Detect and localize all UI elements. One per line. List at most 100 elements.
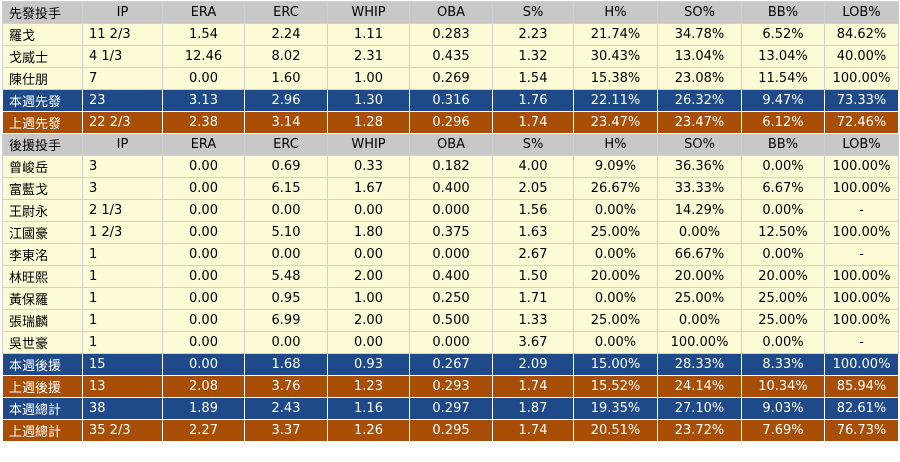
pitching-stats-table: 先發投手 IP ERA ERC WHIP OBA S% H% SO% BB% LOB% 羅戈 11 2/…	[2, 1, 899, 442]
cell-pitcher: 本週後援	[2, 353, 83, 376]
cell-bb-pct: 9.03%	[741, 397, 825, 420]
cell-h-pct: 15.38%	[573, 67, 658, 90]
cell-whip: 0.00	[327, 331, 410, 354]
cell-lob-pct: 100.00%	[824, 265, 899, 288]
this-week-summary-row: 本週先發 23 3.13 2.96 1.30 0.316 1.76 22.11% 26.32% 9…	[2, 89, 899, 112]
cell-bb-pct: 6.52%	[741, 23, 825, 46]
cell-oba: 0.296	[409, 111, 493, 134]
cell-s-pct: 1.74	[492, 419, 574, 442]
cell-era: 12.46	[162, 45, 245, 68]
cell-ip: 13	[82, 375, 163, 398]
column-header-erc: ERC	[244, 1, 328, 24]
cell-erc: 6.15	[244, 177, 328, 200]
cell-pitcher: 吳世豪	[2, 331, 83, 354]
column-header-bb-pct: BB%	[741, 133, 825, 156]
cell-s-pct: 1.63	[492, 221, 574, 244]
cell-so-pct: 28.33%	[657, 353, 742, 376]
last-week-summary-row: 上週後援 13 2.08 3.76 1.23 0.293 1.74 15.52% 24.14% 1…	[2, 375, 899, 398]
cell-lob-pct: 100.00%	[824, 353, 899, 376]
cell-s-pct: 1.54	[492, 67, 574, 90]
cell-bb-pct: 6.12%	[741, 111, 825, 134]
cell-s-pct: 2.67	[492, 243, 574, 266]
cell-whip: 1.23	[327, 375, 410, 398]
cell-erc: 0.00	[244, 331, 328, 354]
cell-s-pct: 1.74	[492, 375, 574, 398]
cell-h-pct: 9.09%	[573, 155, 658, 178]
cell-s-pct: 1.71	[492, 287, 574, 310]
cell-oba: 0.500	[409, 309, 493, 332]
this-week-summary-row: 本週總計 38 1.89 2.43 1.16 0.297 1.87 19.35% 27.10% 9…	[2, 397, 899, 420]
cell-bb-pct: 8.33%	[741, 353, 825, 376]
cell-lob-pct: 85.94%	[824, 375, 899, 398]
cell-whip: 1.30	[327, 89, 410, 112]
cell-oba: 0.435	[409, 45, 493, 68]
cell-pitcher: 上週總計	[2, 419, 83, 442]
cell-h-pct: 21.74%	[573, 23, 658, 46]
cell-oba: 0.000	[409, 331, 493, 354]
cell-whip: 1.26	[327, 419, 410, 442]
cell-era: 0.00	[162, 353, 245, 376]
cell-h-pct: 0.00%	[573, 287, 658, 310]
cell-oba: 0.182	[409, 155, 493, 178]
cell-h-pct: 20.51%	[573, 419, 658, 442]
cell-erc: 0.95	[244, 287, 328, 310]
cell-era: 0.00	[162, 67, 245, 90]
cell-lob-pct: 100.00%	[824, 309, 899, 332]
cell-era: 2.38	[162, 111, 245, 134]
cell-pitcher: 江國豪	[2, 221, 83, 244]
cell-erc: 3.76	[244, 375, 328, 398]
cell-h-pct: 25.00%	[573, 221, 658, 244]
cell-so-pct: 66.67%	[657, 243, 742, 266]
column-header-s-pct: S%	[492, 1, 574, 24]
column-header-bb-pct: BB%	[741, 1, 825, 24]
cell-bb-pct: 0.00%	[741, 155, 825, 178]
cell-ip: 7	[82, 67, 163, 90]
cell-lob-pct: 72.46%	[824, 111, 899, 134]
cell-so-pct: 0.00%	[657, 309, 742, 332]
cell-lob-pct: 73.33%	[824, 89, 899, 112]
cell-era: 1.89	[162, 397, 245, 420]
column-header-so-pct: SO%	[657, 1, 742, 24]
cell-lob-pct: 100.00%	[824, 177, 899, 200]
cell-ip: 15	[82, 353, 163, 376]
cell-so-pct: 20.00%	[657, 265, 742, 288]
column-header-era: ERA	[162, 133, 245, 156]
cell-so-pct: 100.00%	[657, 331, 742, 354]
cell-oba: 0.000	[409, 199, 493, 222]
cell-whip: 0.00	[327, 199, 410, 222]
column-header-whip: WHIP	[327, 1, 410, 24]
table-row: 張瑞麟 1 0.00 6.99 2.00 0.500 1.33 25.00% 0.00% 25.0…	[2, 309, 899, 332]
cell-bb-pct: 0.00%	[741, 243, 825, 266]
cell-era: 0.00	[162, 155, 245, 178]
cell-erc: 1.68	[244, 353, 328, 376]
table-header-row: 後援投手 IP ERA ERC WHIP OBA S% H% SO% BB% LOB%	[2, 133, 899, 156]
cell-s-pct: 1.56	[492, 199, 574, 222]
cell-erc: 5.48	[244, 265, 328, 288]
table-row: 富藍戈 3 0.00 6.15 1.67 0.400 2.05 26.67% 33.33% 6.6…	[2, 177, 899, 200]
cell-pitcher: 上週後援	[2, 375, 83, 398]
cell-era: 2.08	[162, 375, 245, 398]
cell-lob-pct: 100.00%	[824, 287, 899, 310]
cell-oba: 0.269	[409, 67, 493, 90]
cell-ip: 35 2/3	[82, 419, 163, 442]
cell-bb-pct: 0.00%	[741, 331, 825, 354]
column-header-erc: ERC	[244, 133, 328, 156]
cell-ip: 3	[82, 155, 163, 178]
cell-erc: 1.60	[244, 67, 328, 90]
cell-pitcher: 張瑞麟	[2, 309, 83, 332]
cell-s-pct: 1.74	[492, 111, 574, 134]
cell-oba: 0.375	[409, 221, 493, 244]
cell-whip: 0.93	[327, 353, 410, 376]
table-row: 李東洺 1 0.00 0.00 0.00 0.000 2.67 0.00% 66.67% 0.00…	[2, 243, 899, 266]
cell-lob-pct: 100.00%	[824, 155, 899, 178]
cell-h-pct: 0.00%	[573, 331, 658, 354]
cell-s-pct: 2.05	[492, 177, 574, 200]
cell-erc: 2.24	[244, 23, 328, 46]
cell-bb-pct: 6.67%	[741, 177, 825, 200]
cell-pitcher: 陳仕朋	[2, 67, 83, 90]
cell-era: 0.00	[162, 265, 245, 288]
cell-so-pct: 24.14%	[657, 375, 742, 398]
cell-erc: 6.99	[244, 309, 328, 332]
column-header-pitcher: 後援投手	[2, 133, 83, 156]
cell-h-pct: 22.11%	[573, 89, 658, 112]
